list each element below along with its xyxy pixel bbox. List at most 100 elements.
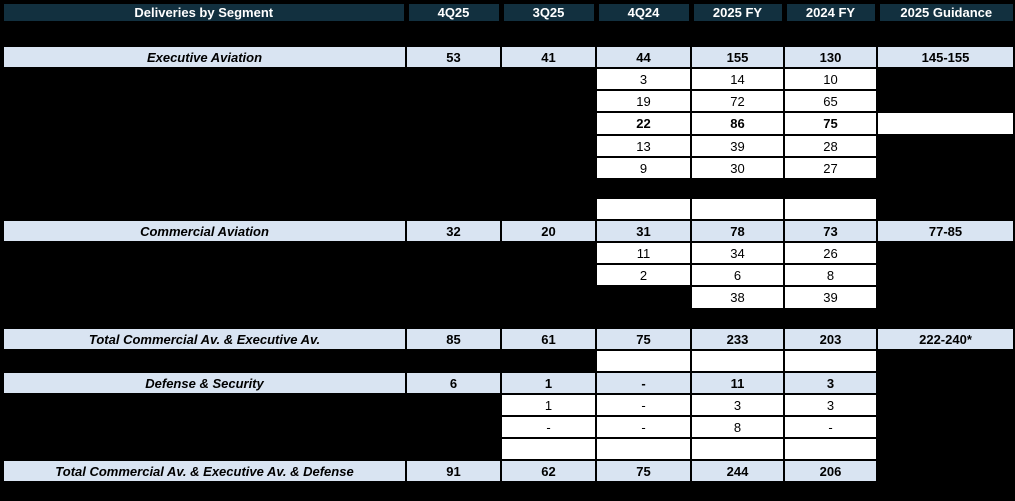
cell-total1-4q24: 75	[595, 327, 692, 351]
cell-comm-sub2-2025fy: 38	[690, 285, 785, 310]
cell-def-sub1-2025fy: 8	[690, 415, 785, 439]
row-executive-sub-3: 13 39 28	[3, 134, 1014, 158]
segment-label-commercial-aviation: Commercial Aviation	[2, 219, 407, 243]
row-total-commercial-executive: Total Commercial Av. & Executive Av. 85 …	[2, 327, 1015, 351]
row-executive-sub-1: 19 72 65	[3, 89, 1014, 113]
cell-def-sub0-2024fy: 3	[783, 393, 878, 417]
row-defense-sub-0: 1 - 3 3	[3, 393, 1014, 417]
spacer-row	[3, 22, 1014, 46]
cell-total1-4q25: 85	[405, 327, 502, 351]
row-commercial-sub-2: 38 39	[3, 285, 1014, 310]
column-header-2024fy: 2024 FY	[781, 2, 880, 23]
cell-defense-4q24: -	[595, 371, 692, 395]
cell-exec-sub1-2024fy: 65	[783, 89, 878, 113]
row-grand-total: Total Commercial Av. & Executive Av. & D…	[2, 459, 1014, 483]
spacer-row	[3, 179, 1014, 198]
column-header-3q25: 3Q25	[498, 2, 599, 23]
cell-commercial-2025fy: 78	[690, 219, 785, 243]
cell-def-sub0-4q24: -	[595, 393, 692, 417]
cell-exec-sub0-4q24: 3	[595, 67, 692, 91]
cell-def-sub1-3q25: -	[500, 415, 597, 439]
cell-exec-sub2-4q24: 22	[595, 111, 692, 136]
cell-total2-2024fy: 206	[783, 459, 878, 483]
cell-comm-sub1-2025fy: 6	[690, 263, 785, 287]
cell-comm-sub1-2024fy: 8	[783, 263, 878, 287]
cell-total2-3q25: 62	[500, 459, 597, 483]
row-empty-above-defense	[3, 349, 1014, 373]
cell-exec-sub2-2024fy: 75	[783, 111, 878, 136]
cell-commercial-4q25: 32	[405, 219, 502, 243]
row-defense-security: Defense & Security 6 1 - 11 3	[2, 371, 1014, 395]
column-header-4q24: 4Q24	[593, 2, 694, 23]
cell-exec-sub4-4q24: 9	[595, 156, 692, 180]
column-header-4q25: 4Q25	[403, 2, 504, 23]
cell-commercial-guidance: 77-85	[876, 219, 1015, 243]
cell-exec-sub1-4q24: 19	[595, 89, 692, 113]
cell-exec-sub0-2024fy: 10	[783, 67, 878, 91]
empty-cell	[595, 437, 692, 461]
table-title: Deliveries by Segment	[2, 2, 409, 23]
cell-exec-sub2-guidance-empty	[876, 111, 1015, 136]
row-commercial-sub-0: 11 34 26	[3, 241, 1014, 265]
row-defense-sub-1: - - 8 -	[3, 415, 1014, 439]
segment-label-defense-security: Defense & Security	[2, 371, 407, 395]
cell-defense-3q25: 1	[500, 371, 597, 395]
empty-cell	[690, 349, 785, 373]
cell-exec-sub0-2025fy: 14	[690, 67, 785, 91]
row-executive-aviation: Executive Aviation 53 41 44 155 130 145-…	[2, 45, 1015, 69]
cell-executive-3q25: 41	[500, 45, 597, 69]
header-row: Deliveries by Segment 4Q25 3Q25 4Q24 202…	[2, 2, 1015, 23]
row-executive-sub-4: 9 30 27	[3, 156, 1014, 180]
row-empty-above-grand-total	[3, 437, 1014, 461]
spacer-row	[3, 309, 1014, 328]
empty-cell	[783, 437, 878, 461]
cell-comm-sub0-4q24: 11	[595, 241, 692, 265]
cell-exec-sub3-2024fy: 28	[783, 134, 878, 158]
cell-executive-2024fy: 130	[783, 45, 878, 69]
total-label-commercial-executive: Total Commercial Av. & Executive Av.	[2, 327, 407, 351]
cell-def-sub0-3q25: 1	[500, 393, 597, 417]
row-commercial-sub-1: 2 6 8	[3, 263, 1014, 287]
total-label-grand: Total Commercial Av. & Executive Av. & D…	[2, 459, 407, 483]
empty-cell	[595, 349, 692, 373]
cell-exec-sub3-4q24: 13	[595, 134, 692, 158]
cell-comm-sub1-4q24: 2	[595, 263, 692, 287]
cell-commercial-4q24: 31	[595, 219, 692, 243]
cell-defense-4q25: 6	[405, 371, 502, 395]
row-empty-above-commercial	[3, 197, 1014, 221]
cell-total2-4q25: 91	[405, 459, 502, 483]
cell-total1-2024fy: 203	[783, 327, 878, 351]
cell-exec-sub3-2025fy: 39	[690, 134, 785, 158]
cell-exec-sub2-2025fy: 86	[690, 111, 785, 136]
empty-cell	[783, 349, 878, 373]
cell-executive-4q25: 53	[405, 45, 502, 69]
cell-total2-4q24: 75	[595, 459, 692, 483]
cell-exec-sub4-2025fy: 30	[690, 156, 785, 180]
column-header-2025-guidance: 2025 Guidance	[874, 2, 1015, 23]
cell-total1-guidance: 222-240*	[876, 327, 1015, 351]
cell-commercial-2024fy: 73	[783, 219, 878, 243]
empty-cell	[500, 437, 597, 461]
cell-total1-2025fy: 233	[690, 327, 785, 351]
row-executive-sub-2: 22 86 75	[3, 111, 1015, 136]
cell-comm-sub0-2024fy: 26	[783, 241, 878, 265]
empty-cell	[690, 197, 785, 221]
cell-executive-4q24: 44	[595, 45, 692, 69]
empty-cell	[595, 197, 692, 221]
empty-cell	[783, 197, 878, 221]
cell-defense-2024fy: 3	[783, 371, 878, 395]
cell-commercial-3q25: 20	[500, 219, 597, 243]
cell-def-sub0-2025fy: 3	[690, 393, 785, 417]
row-executive-sub-0: 3 14 10	[3, 67, 1014, 91]
cell-def-sub1-2024fy: -	[783, 415, 878, 439]
cell-total2-2025fy: 244	[690, 459, 785, 483]
cell-exec-sub4-2024fy: 27	[783, 156, 878, 180]
column-header-2025fy: 2025 FY	[688, 2, 787, 23]
cell-exec-sub1-2025fy: 72	[690, 89, 785, 113]
segment-label-executive-aviation: Executive Aviation	[2, 45, 407, 69]
cell-defense-2025fy: 11	[690, 371, 785, 395]
cell-executive-2025fy: 155	[690, 45, 785, 69]
cell-total1-3q25: 61	[500, 327, 597, 351]
cell-executive-guidance: 145-155	[876, 45, 1015, 69]
